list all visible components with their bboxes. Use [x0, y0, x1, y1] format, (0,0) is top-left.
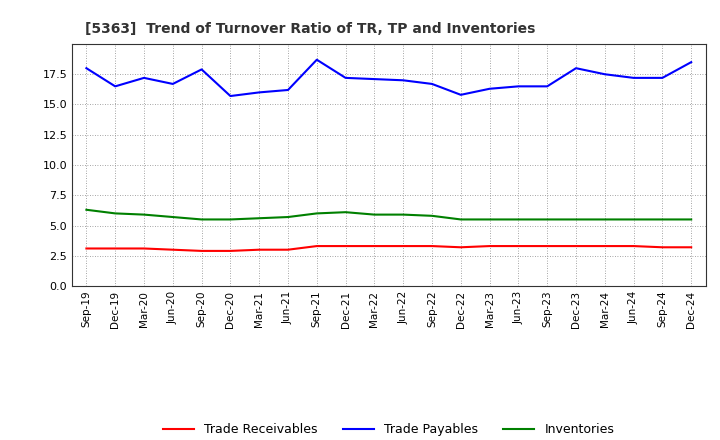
Trade Payables [428, 81, 436, 87]
Trade Receivables [312, 243, 321, 249]
Inventories [485, 217, 494, 222]
Inventories [312, 211, 321, 216]
Trade Receivables [370, 243, 379, 249]
Trade Receivables [456, 245, 465, 250]
Line: Trade Receivables: Trade Receivables [86, 246, 691, 251]
Inventories [572, 217, 580, 222]
Line: Inventories: Inventories [86, 210, 691, 220]
Legend: Trade Receivables, Trade Payables, Inventories: Trade Receivables, Trade Payables, Inven… [158, 418, 619, 440]
Inventories [284, 214, 292, 220]
Inventories [399, 212, 408, 217]
Inventories [456, 217, 465, 222]
Trade Payables [543, 84, 552, 89]
Inventories [428, 213, 436, 219]
Trade Receivables [485, 243, 494, 249]
Inventories [629, 217, 638, 222]
Inventories [341, 209, 350, 215]
Trade Payables [255, 90, 264, 95]
Trade Receivables [140, 246, 148, 251]
Inventories [514, 217, 523, 222]
Trade Receivables [600, 243, 609, 249]
Inventories [543, 217, 552, 222]
Trade Payables [572, 66, 580, 71]
Trade Receivables [111, 246, 120, 251]
Trade Receivables [399, 243, 408, 249]
Trade Receivables [82, 246, 91, 251]
Trade Payables [341, 75, 350, 81]
Inventories [168, 214, 177, 220]
Trade Payables [312, 57, 321, 62]
Inventories [140, 212, 148, 217]
Inventories [82, 207, 91, 213]
Trade Payables [514, 84, 523, 89]
Inventories [197, 217, 206, 222]
Trade Receivables [428, 243, 436, 249]
Trade Payables [658, 75, 667, 81]
Trade Payables [600, 72, 609, 77]
Line: Trade Payables: Trade Payables [86, 60, 691, 96]
Trade Receivables [514, 243, 523, 249]
Inventories [370, 212, 379, 217]
Trade Payables [284, 87, 292, 92]
Trade Receivables [226, 248, 235, 253]
Trade Payables [456, 92, 465, 97]
Trade Receivables [284, 247, 292, 253]
Trade Receivables [197, 248, 206, 253]
Trade Receivables [255, 247, 264, 253]
Trade Payables [399, 77, 408, 83]
Trade Payables [168, 81, 177, 87]
Text: [5363]  Trend of Turnover Ratio of TR, TP and Inventories: [5363] Trend of Turnover Ratio of TR, TP… [85, 22, 535, 36]
Trade Payables [687, 59, 696, 65]
Inventories [226, 217, 235, 222]
Trade Payables [197, 67, 206, 72]
Trade Receivables [658, 245, 667, 250]
Trade Payables [140, 75, 148, 81]
Trade Payables [111, 84, 120, 89]
Trade Receivables [629, 243, 638, 249]
Inventories [687, 217, 696, 222]
Trade Receivables [687, 245, 696, 250]
Trade Payables [82, 66, 91, 71]
Inventories [111, 211, 120, 216]
Trade Receivables [543, 243, 552, 249]
Trade Payables [370, 77, 379, 82]
Trade Receivables [168, 247, 177, 253]
Trade Receivables [341, 243, 350, 249]
Inventories [255, 216, 264, 221]
Inventories [658, 217, 667, 222]
Trade Payables [629, 75, 638, 81]
Inventories [600, 217, 609, 222]
Trade Payables [485, 86, 494, 92]
Trade Receivables [572, 243, 580, 249]
Trade Payables [226, 93, 235, 99]
